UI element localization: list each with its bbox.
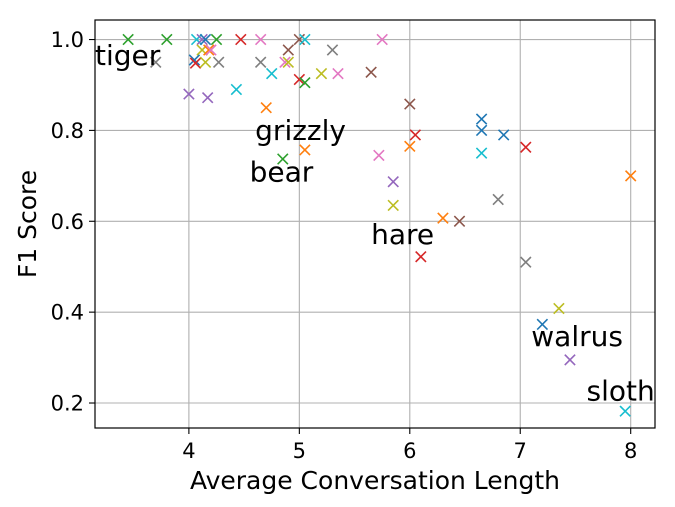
data-point: [212, 56, 225, 68]
data-point: [315, 67, 328, 80]
data-point: [183, 88, 195, 100]
data-point: [404, 140, 416, 153]
annotation-sloth: sloth: [587, 375, 655, 408]
data-point: [189, 57, 202, 69]
x-axis-label: Average Conversation Length: [190, 466, 560, 495]
data-point: [254, 33, 267, 46]
data-point: [254, 56, 267, 68]
x-tick-label: 5: [293, 439, 306, 463]
data-point: [437, 212, 449, 224]
data-point: [188, 54, 201, 66]
data-point: [497, 129, 510, 141]
grid: [95, 20, 655, 428]
data-point: [376, 33, 388, 46]
x-tick-label: 8: [624, 439, 637, 463]
data-point: [553, 302, 565, 315]
annotation-walrus: walrus: [531, 320, 623, 353]
data-point: [404, 98, 416, 110]
data-point: [326, 44, 339, 56]
data-point: [161, 33, 173, 46]
x-tick-label: 4: [182, 439, 195, 463]
data-point: [122, 33, 134, 46]
data-point: [332, 67, 344, 80]
data-point: [536, 318, 549, 331]
data-point: [201, 91, 214, 104]
data-point: [299, 144, 311, 156]
data-point: [150, 56, 162, 68]
data-point: [299, 33, 311, 46]
data-point: [475, 113, 488, 125]
data-point: [520, 256, 532, 268]
y-tick-label: 1.0: [51, 28, 84, 52]
y-tick-label: 0.4: [51, 301, 84, 325]
data-point: [492, 193, 504, 206]
data-point: [299, 76, 311, 89]
y-tick-label: 0.8: [51, 119, 84, 143]
y-tick-label: 0.6: [51, 210, 84, 234]
data-point: [199, 33, 212, 46]
data-point: [277, 153, 289, 165]
data-point: [235, 33, 247, 46]
data-point: [293, 73, 306, 86]
data-point: [453, 215, 466, 228]
data-point: [387, 176, 399, 188]
ticks: 4 5 6 7 8 0.2 0.4 0.6 0.8 1.0: [51, 28, 638, 463]
data-point: [196, 33, 208, 46]
data-point: [373, 149, 385, 162]
data-point: [619, 405, 631, 417]
data-point: [199, 56, 212, 68]
annotation-tiger: tiger: [95, 39, 161, 72]
data-point: [205, 44, 217, 56]
annotation-hare: hare: [371, 218, 434, 251]
data-point: [624, 170, 637, 182]
y-tick-label: 0.2: [51, 392, 84, 416]
data-point: [279, 56, 291, 68]
data-point: [415, 250, 427, 263]
data-point: [475, 147, 488, 159]
x-tick-label: 7: [514, 439, 527, 463]
data-point: [203, 44, 215, 56]
x-tick-label: 6: [403, 439, 416, 463]
data-point: [265, 67, 278, 80]
data-point: [387, 199, 399, 212]
data-point: [230, 83, 243, 96]
data-point: [520, 141, 532, 153]
annotations: tiger grizzly bear hare walrus sloth: [95, 39, 655, 408]
data-point: [260, 101, 272, 114]
data-points: [122, 33, 637, 417]
y-axis-label: F1 Score: [13, 170, 42, 278]
data-point: [282, 56, 295, 68]
data-point: [564, 354, 576, 366]
plot-frame: [94, 19, 656, 429]
data-point: [475, 124, 488, 137]
annotation-grizzly: grizzly: [255, 114, 346, 147]
annotation-bear: bear: [250, 155, 314, 188]
data-point: [210, 33, 223, 46]
data-point: [409, 129, 422, 141]
data-point: [365, 66, 377, 78]
data-point: [282, 44, 295, 56]
